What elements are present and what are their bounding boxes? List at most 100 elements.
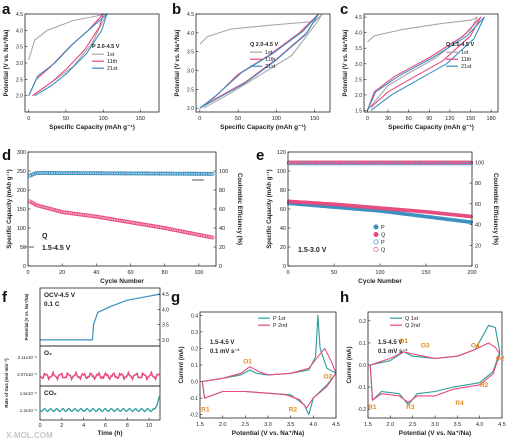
peak-label: O1 (243, 358, 252, 365)
x-tick-label: 150 (136, 116, 145, 122)
x-tick-label: 6 (104, 423, 107, 429)
legend-entry: Q 1st (405, 316, 419, 322)
data-point (443, 161, 448, 166)
y-tick-label: 4.5 (187, 12, 194, 18)
peak-label: R2 (289, 406, 298, 413)
data-point (310, 161, 315, 166)
data-point (447, 160, 451, 165)
data-point (426, 161, 431, 166)
data-point (314, 161, 319, 166)
data-point (408, 160, 413, 165)
data-point (428, 161, 433, 166)
data-point (425, 160, 429, 165)
peak-label: R3 (406, 404, 415, 411)
legend-entry: P 1st (273, 316, 286, 322)
y-tick-label: 1.5x10⁻⁶ (20, 391, 38, 396)
data-point (384, 160, 389, 165)
co2-line (39, 394, 161, 413)
x-tick-label: 150 (310, 116, 319, 122)
y2-tick-label: 20 (475, 243, 481, 249)
data-point (445, 160, 450, 165)
data-point (443, 160, 448, 165)
data-point (459, 160, 464, 165)
data-point (296, 160, 301, 165)
y-tick-label: 0 (283, 264, 286, 270)
peak-label: R2 (480, 382, 489, 389)
data-point (379, 160, 383, 165)
panel-letter: d (2, 147, 11, 164)
data-point (342, 161, 347, 166)
data-point (459, 161, 464, 166)
x-tick-label: 60 (406, 116, 412, 122)
data-point (39, 204, 44, 209)
y-tick-label: 4.5 (16, 12, 23, 18)
data-point (386, 160, 391, 165)
panel-f: f 3.0 3.5 4.0 4.5 OCV-4.5 V 0.1 C Potential (V … (2, 287, 169, 437)
x-tick-label: 3.5 (287, 422, 295, 428)
data-point (210, 171, 215, 176)
x-tick-label: 60 (127, 270, 133, 276)
data-point (415, 161, 420, 166)
y2-tick-label: 0 (475, 264, 478, 270)
data-point (298, 160, 302, 165)
data-point (426, 160, 431, 165)
legend-title: Q 2.0-4.5 V (250, 42, 278, 48)
y-axis-title: Rate of Gas (mol min⁻¹) (4, 358, 9, 408)
y-tick-label: 3.0 (187, 69, 194, 75)
y2-axis-title: Coulombic Efficiency (%) (236, 173, 242, 245)
series-line-a-0 (28, 13, 108, 97)
y-tick-label: 3.5 (355, 46, 362, 52)
data-point (292, 161, 297, 166)
data-point (338, 161, 343, 166)
x-tick-label: 2.5 (242, 422, 250, 428)
legend-entry: P (381, 225, 385, 231)
data-point (412, 160, 416, 165)
y2-tick-label: 80 (219, 188, 225, 194)
data-point (208, 235, 213, 240)
data-point (290, 160, 295, 165)
legend-entry: Q (381, 233, 386, 239)
data-point (41, 205, 46, 209)
data-point (434, 160, 439, 165)
y-axis-title: Potential (V vs. Na⁺/Na) (3, 30, 10, 97)
data-point (419, 160, 424, 165)
y-tick-label: 3.5 (187, 50, 194, 56)
data-point (375, 160, 380, 165)
data-point (320, 161, 324, 166)
legend-title: Q 1.5-4.5 V (446, 42, 474, 48)
x-axis-title: Cycle Number (358, 278, 402, 285)
data-point (355, 160, 359, 165)
data-point (53, 208, 58, 213)
legend-entry: 1st (461, 50, 469, 56)
data-point (369, 161, 374, 166)
data-point (467, 161, 472, 166)
data-point (445, 161, 450, 166)
x-tick-label: 0 (27, 116, 30, 122)
data-point (38, 204, 42, 209)
data-point (327, 160, 332, 165)
x-tick-label: 3.0 (264, 422, 272, 428)
data-point (404, 160, 409, 165)
legend-entry: 11th (461, 57, 471, 63)
data-point (461, 161, 466, 166)
data-point (358, 161, 363, 166)
data-point (404, 161, 409, 166)
legend-entry: P (381, 240, 385, 246)
data-point (305, 160, 310, 165)
data-point (210, 235, 215, 240)
data-point (415, 160, 420, 165)
data-point (353, 160, 358, 165)
y2-tick-label: 100 (219, 169, 228, 175)
y-tick-label: 100 (17, 226, 26, 232)
cv-line-h-0 (369, 324, 501, 406)
x-tick-label: 3.0 (431, 422, 439, 428)
y-tick-label: 300 (17, 150, 26, 156)
data-point (465, 161, 470, 166)
annotation: 0.1 mV s⁻¹ (210, 348, 240, 355)
data-point (439, 160, 444, 165)
data-point (333, 161, 337, 166)
data-point (406, 161, 411, 166)
data-point (452, 161, 457, 166)
